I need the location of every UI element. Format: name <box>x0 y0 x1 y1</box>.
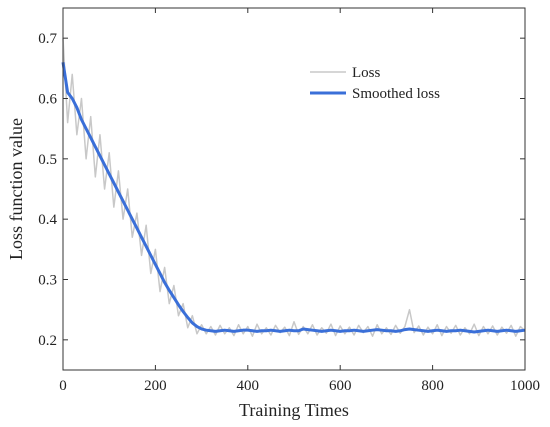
y-tick-label: 0.6 <box>38 92 57 108</box>
legend-label: Smoothed loss <box>352 86 440 102</box>
y-tick-label: 0.3 <box>38 273 57 289</box>
series-line <box>61 62 526 334</box>
series-line <box>62 38 526 337</box>
y-axis-label: Loss function value <box>6 118 26 260</box>
legend-label: Loss <box>352 65 381 81</box>
x-tick-label: 0 <box>59 378 67 394</box>
x-tick-label: 200 <box>144 378 167 394</box>
x-tick-label: 800 <box>421 378 444 394</box>
y-tick-label: 0.2 <box>38 333 57 349</box>
y-tick-label: 0.7 <box>38 31 57 47</box>
plot-frame <box>62 7 526 371</box>
x-tick-label: 400 <box>237 378 260 394</box>
y-tick-label: 0.4 <box>38 212 57 228</box>
x-tick-label: 1000 <box>510 378 540 394</box>
x-axis-label: Training Times <box>239 400 349 420</box>
x-tick-label: 600 <box>329 378 352 394</box>
y-tick-label: 0.5 <box>38 152 57 168</box>
